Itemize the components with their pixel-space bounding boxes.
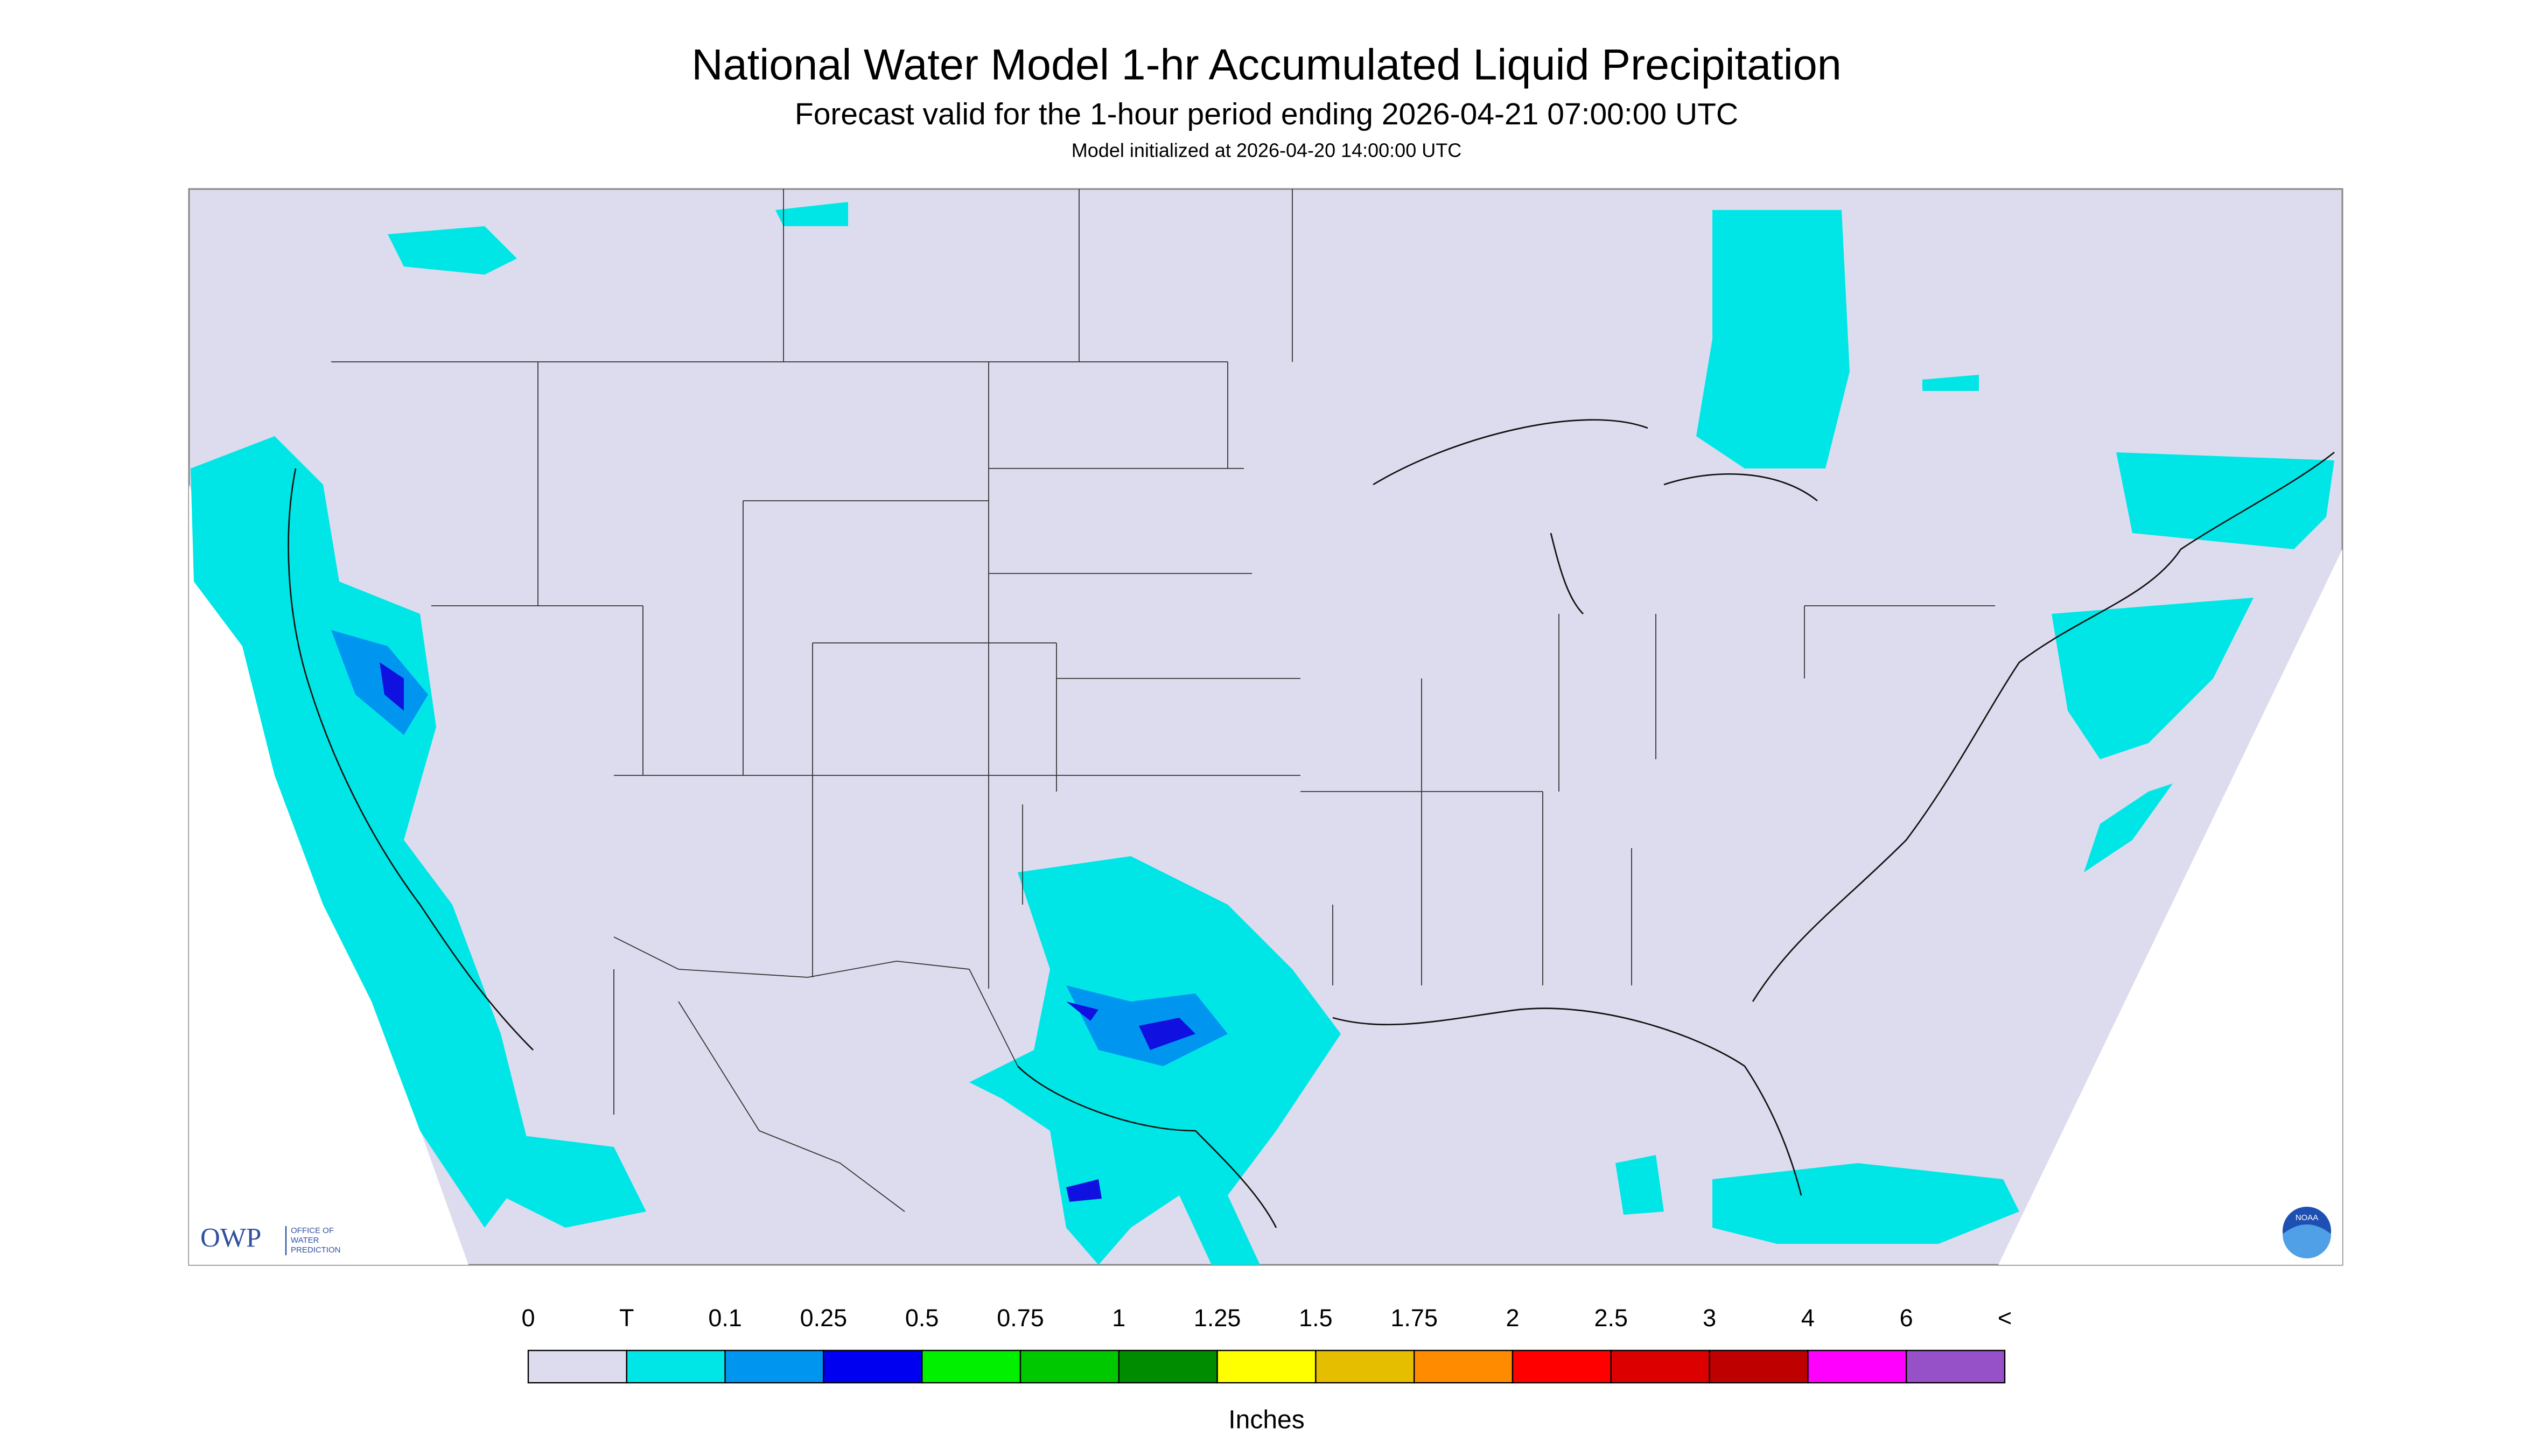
- legend-label: 0.1: [708, 1304, 742, 1332]
- legend-label: 4: [1801, 1304, 1815, 1332]
- legend-swatch: [1512, 1349, 1612, 1384]
- legend-swatch: [1905, 1349, 2006, 1384]
- subtitle: Forecast valid for the 1-hour period end…: [795, 97, 1738, 131]
- legend-swatch: [527, 1349, 628, 1384]
- legend-swatch: [1807, 1349, 1907, 1384]
- noaa-logo: NOAA: [2283, 1207, 2331, 1259]
- legend-swatch: [823, 1349, 923, 1384]
- legend-label: 3: [1703, 1304, 1716, 1332]
- title: National Water Model 1-hr Accumulated Li…: [691, 40, 1842, 89]
- legend-unit: Inches: [1228, 1406, 1304, 1434]
- legend-label: <: [1998, 1304, 2012, 1332]
- legend-label: 1.25: [1194, 1304, 1241, 1332]
- legend-label: 0.5: [905, 1304, 939, 1332]
- init-note: Model initialized at 2026-04-20 14:00:00…: [1072, 139, 1461, 162]
- legend-swatch: [1118, 1349, 1218, 1384]
- legend-swatch: [1019, 1349, 1120, 1384]
- logo-caption: OFFICE OF: [291, 1226, 334, 1235]
- legend-swatch: [1216, 1349, 1317, 1384]
- legend-swatch: [921, 1349, 1021, 1384]
- legend-swatch: [626, 1349, 726, 1384]
- legend-swatch: [1414, 1349, 1514, 1384]
- legend-label: 2: [1506, 1304, 1519, 1332]
- owp-logo: OWP OFFICE OF WATER PREDICTION: [200, 1223, 341, 1256]
- legend-swatch: [724, 1349, 824, 1384]
- legend-label: 0.25: [800, 1304, 848, 1332]
- legend-label: 1.5: [1299, 1304, 1333, 1332]
- logo-caption: PREDICTION: [291, 1245, 341, 1255]
- logo-caption: WATER: [291, 1236, 319, 1245]
- legend-label: 0.75: [997, 1304, 1044, 1332]
- legend-label: 1.75: [1390, 1304, 1438, 1332]
- legend-label: 0: [521, 1304, 535, 1332]
- legend-label: 6: [1900, 1304, 1913, 1332]
- legend-label: T: [619, 1304, 634, 1332]
- map: [188, 188, 2343, 1266]
- logo-text: OWP: [200, 1223, 261, 1254]
- legend-swatch: [1610, 1349, 1710, 1384]
- legend-swatch: [1315, 1349, 1415, 1384]
- legend: 0 T 0.1 0.25 0.5 0.75 1 1.25 1.5 1.75 2 2.5 3 4 6 < Inch…: [521, 1304, 2012, 1434]
- badge-text: NOAA: [2296, 1213, 2319, 1222]
- legend-label: 2.5: [1594, 1304, 1628, 1332]
- legend-swatch: [1709, 1349, 1809, 1384]
- legend-label: 1: [1112, 1304, 1125, 1332]
